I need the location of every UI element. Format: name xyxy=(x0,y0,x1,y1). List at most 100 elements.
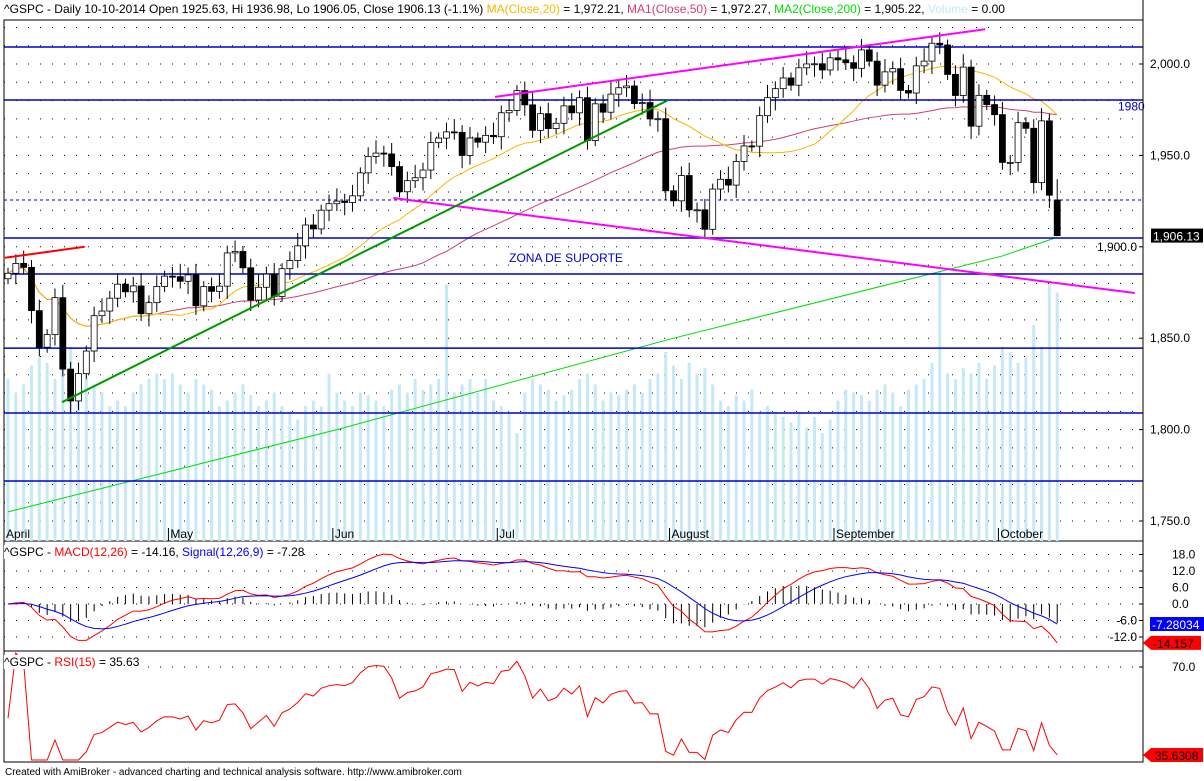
volume-bar xyxy=(593,384,597,541)
candle-body xyxy=(309,224,317,230)
rsi-value-label: 35.6308 xyxy=(1155,749,1199,763)
candle-body xyxy=(842,59,850,64)
candle-body xyxy=(685,175,693,211)
candle-body xyxy=(490,134,497,138)
volume-bar xyxy=(382,406,386,541)
volume-bar xyxy=(319,406,323,541)
candle-body xyxy=(599,103,607,113)
candle-body xyxy=(834,57,842,61)
volume-bar xyxy=(961,368,965,541)
candle-body xyxy=(881,71,889,86)
volume-bar xyxy=(257,406,261,541)
volume-bar xyxy=(523,392,527,541)
volume-bar xyxy=(930,362,934,541)
rsi-value: = 35.63 xyxy=(95,655,140,669)
candle-body xyxy=(75,373,82,402)
macd-prefix: ^GSPC - xyxy=(4,545,55,559)
volume-bar xyxy=(311,400,315,541)
month-label: September xyxy=(836,527,895,541)
last-price-box xyxy=(1151,228,1203,243)
volume-bar xyxy=(194,379,198,541)
volume-bar xyxy=(460,384,464,541)
volume-bar xyxy=(625,389,629,541)
volume-bar xyxy=(429,384,433,541)
volume-bar xyxy=(437,379,441,541)
candle-body xyxy=(231,251,239,254)
volume-label: Volume xyxy=(927,2,968,16)
footer-credit: Created with AmiBroker - advanced charti… xyxy=(5,767,462,778)
volume-bar xyxy=(304,406,308,541)
trendline-magenta xyxy=(393,197,1135,295)
candle-body xyxy=(333,200,341,205)
volume-bar xyxy=(609,392,613,541)
signal-label: Signal(12,26,9) xyxy=(182,545,264,559)
volume-bar xyxy=(812,416,816,541)
candle-body xyxy=(192,274,200,307)
candle-body xyxy=(106,297,114,312)
candle-body xyxy=(380,152,388,155)
candle-body xyxy=(850,62,858,69)
volume-bar xyxy=(781,416,785,541)
candle-body xyxy=(897,68,905,91)
candle-body xyxy=(396,166,403,193)
price-tick-label: 1,750.0 xyxy=(1150,514,1190,528)
volume-bar xyxy=(985,379,989,541)
candle-body xyxy=(936,42,944,46)
volume-bar xyxy=(484,379,488,541)
candle-body xyxy=(12,263,20,274)
volume-bar xyxy=(750,389,754,541)
candle-body xyxy=(623,85,630,89)
volume-bar xyxy=(476,392,480,541)
volume-bar xyxy=(280,406,284,541)
candle-body xyxy=(967,66,975,127)
candle-body xyxy=(403,180,411,193)
rsi-line xyxy=(7,651,1058,761)
candle-body xyxy=(28,266,35,312)
candle-body xyxy=(873,60,881,86)
ma50-line xyxy=(7,105,1058,327)
candle-body xyxy=(153,286,161,304)
volume-bar xyxy=(538,384,542,541)
volume-value: = 0.00 xyxy=(967,2,1005,16)
volume-bar xyxy=(546,389,550,541)
volume-bar xyxy=(351,406,355,541)
macd-tick-label: 18.0 xyxy=(1172,548,1196,562)
price-tick-label: 1,950.0 xyxy=(1150,148,1190,162)
candle-body xyxy=(505,109,513,114)
candle-body xyxy=(889,68,897,73)
signal-value-box xyxy=(1150,617,1204,632)
candle-body xyxy=(247,267,255,301)
macd-panel-title: ^GSPC - MACD(12,26) = -14.16, Signal(12,… xyxy=(4,545,305,559)
last-price-label: 1,906.13 xyxy=(1153,230,1200,244)
volume-bar xyxy=(922,379,926,541)
price-tick-label: 1,850.0 xyxy=(1150,331,1190,345)
candle-body xyxy=(466,137,474,156)
volume-bar xyxy=(648,379,652,541)
volume-bar xyxy=(687,362,691,541)
candle-body xyxy=(341,200,349,203)
signal-value: = -7.28 xyxy=(263,545,305,559)
volume-bar xyxy=(758,411,762,541)
candle-body xyxy=(216,285,223,292)
volume-bar xyxy=(405,392,409,541)
candle-body xyxy=(278,268,286,297)
candle-body xyxy=(1022,122,1030,129)
candle-body xyxy=(20,263,28,268)
month-label: May xyxy=(170,527,193,541)
signal-line xyxy=(7,560,1058,630)
volume-bar xyxy=(726,406,730,541)
candle-body xyxy=(513,90,521,111)
rsi-tick-label: 70.0 xyxy=(1172,660,1196,674)
candle-body xyxy=(349,195,356,203)
candle-body xyxy=(208,286,215,292)
month-label: Jul xyxy=(499,527,514,541)
candle-body xyxy=(450,131,458,134)
macd-tick-label: -6.0 xyxy=(1116,614,1137,628)
candle-body xyxy=(521,90,529,106)
volume-bar xyxy=(1008,352,1012,541)
volume-bar xyxy=(507,411,511,541)
candle-body xyxy=(35,310,43,348)
volume-bar xyxy=(773,411,777,541)
candle-body xyxy=(779,77,787,90)
